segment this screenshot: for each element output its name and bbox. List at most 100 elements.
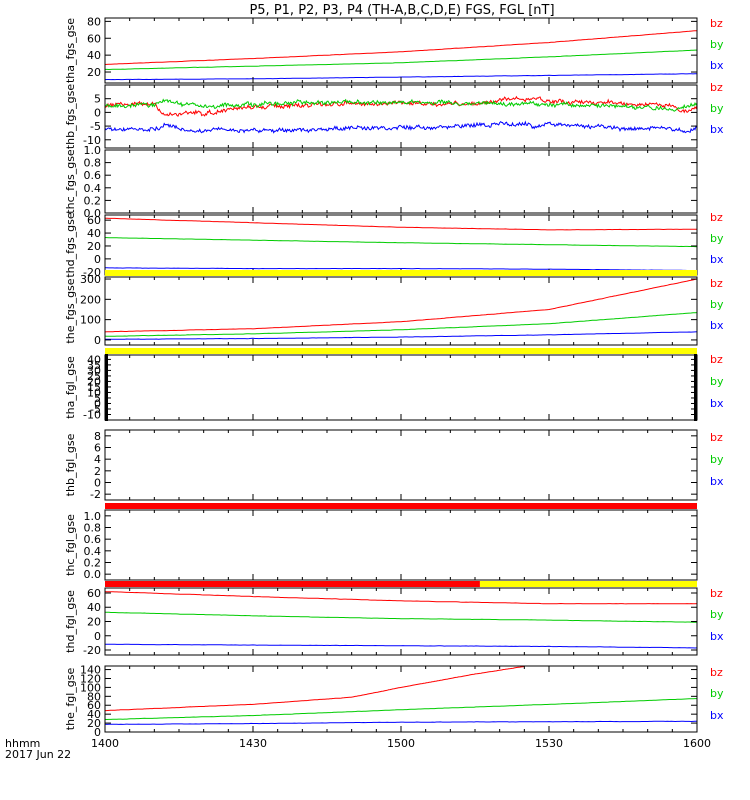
y-tick-label: -20 [83, 266, 101, 279]
flag-bar-segment [105, 348, 697, 354]
series-line-by [105, 698, 697, 721]
panel-frame [104, 17, 698, 84]
legend-bx: bx [710, 630, 724, 643]
y-tick-label: 40 [87, 601, 101, 614]
y-tick-label: 20 [87, 616, 101, 629]
panel-thc_fgs_gse: 0.00.20.40.60.81.0 thc_fgs_gse [64, 144, 698, 220]
y-axis-label: thd_fgl_gse [64, 590, 77, 653]
y-axis-label: the_fgs_gse [64, 278, 77, 343]
y-tick-label: -10 [83, 134, 101, 147]
series-line-by [105, 611, 697, 623]
y-tick-label: 35 [87, 359, 101, 372]
panel-frame [104, 509, 698, 581]
legend-bz: bz [710, 666, 723, 679]
y-tick-label: 0 [94, 334, 101, 347]
y-tick-label: -5 [90, 120, 101, 133]
y-tick-label: 0 [94, 106, 101, 119]
y-tick-label: 0.4 [84, 182, 102, 195]
y-axis-label: thb_fgl_gse [64, 433, 77, 496]
legend-bx: bx [710, 59, 724, 72]
y-tick-label: 200 [80, 293, 101, 306]
y-tick-label: 0.0 [84, 568, 102, 581]
legend-bx: bx [710, 319, 724, 332]
series-line-bx [105, 267, 697, 272]
x-tick-label: 1430 [239, 737, 267, 750]
legend-bx: bx [710, 253, 724, 266]
y-tick-label: 1.0 [84, 144, 102, 157]
panel-frame [104, 354, 698, 421]
y-tick-label: 0.8 [84, 522, 102, 535]
legend-bz: bz [710, 353, 723, 366]
y-tick-label: 80 [87, 15, 101, 28]
legend-by: by [710, 453, 724, 466]
y-tick-label: 40 [87, 708, 101, 721]
x-tick-label: 1500 [387, 737, 415, 750]
y-tick-label: 25 [87, 370, 101, 383]
y-axis-label: thc_fgs_gse [64, 149, 77, 214]
legend-by: by [710, 102, 724, 115]
y-tick-label: 60 [87, 32, 101, 45]
legend-bx: bx [710, 475, 724, 488]
legend-bz: bz [710, 17, 723, 30]
date-label: 2017 Jun 22 [5, 748, 71, 761]
y-tick-label: 20 [87, 66, 101, 79]
y-axis-label: thc_fgl_gse [64, 514, 77, 576]
series-line-bz [105, 278, 697, 333]
series-line-bx [105, 120, 697, 134]
legend-bz: bz [710, 277, 723, 290]
y-tick-label: 60 [87, 699, 101, 712]
series-line-bx [105, 643, 697, 649]
y-tick-label: 15 [87, 381, 101, 394]
flag-bar-segment [105, 270, 697, 276]
y-tick-label: 0.2 [84, 557, 102, 570]
y-tick-label: 30 [87, 364, 101, 377]
series-line-bz [105, 591, 697, 605]
y-axis-label: tha_fgs_gse [64, 18, 77, 83]
legend-bx: bx [710, 397, 724, 410]
y-tick-label: 5 [94, 93, 101, 106]
y-axis-label: the_fgl_gse [64, 668, 77, 731]
y-tick-label: 0.6 [84, 169, 102, 182]
y-tick-label: 140 [80, 664, 101, 677]
y-tick-label: 0 [94, 477, 101, 490]
y-axis-label: thd_fgs_gse [64, 212, 77, 278]
flag-bar-segment [105, 581, 480, 587]
legend-bx: bx [710, 123, 724, 136]
legend-by: by [710, 38, 724, 51]
y-tick-label: -5 [90, 403, 101, 416]
y-tick-label: 6 [94, 442, 101, 455]
series-line-bz [105, 217, 697, 231]
y-tick-label: 100 [80, 681, 101, 694]
legend-by: by [710, 608, 724, 621]
y-tick-label: 0.8 [84, 157, 102, 170]
y-tick-label: 4 [94, 453, 101, 466]
y-tick-label: 40 [87, 49, 101, 62]
panel-frame [104, 84, 698, 149]
y-tick-label: 0.4 [84, 545, 102, 558]
y-tick-label: 0 [94, 253, 101, 266]
y-tick-label: 0.0 [84, 207, 102, 220]
y-tick-label: 0 [94, 726, 101, 739]
y-tick-label: 2 [94, 465, 101, 478]
flag-bar-segment [479, 581, 697, 587]
legend-bz: bz [710, 81, 723, 94]
series-line-by [105, 98, 697, 112]
y-tick-label: -2 [90, 488, 101, 501]
y-tick-label: 5 [94, 392, 101, 405]
series-line-bz [105, 30, 697, 65]
y-tick-label: 0 [94, 397, 101, 410]
panel-tha_fgs_gse: 20 40 60 80 tha_fgs_gse bz by bx [64, 15, 724, 84]
chart-title: P5, P1, P2, P3, P4 (TH-A,B,C,D,E) FGS, F… [249, 3, 554, 18]
legend-bx: bx [710, 709, 724, 722]
series-line-bx [105, 720, 697, 725]
time-format-label: hhmm [5, 737, 40, 750]
y-tick-label: 20 [87, 717, 101, 730]
y-tick-label: 0.6 [84, 533, 102, 546]
legend-bz: bz [710, 587, 723, 600]
